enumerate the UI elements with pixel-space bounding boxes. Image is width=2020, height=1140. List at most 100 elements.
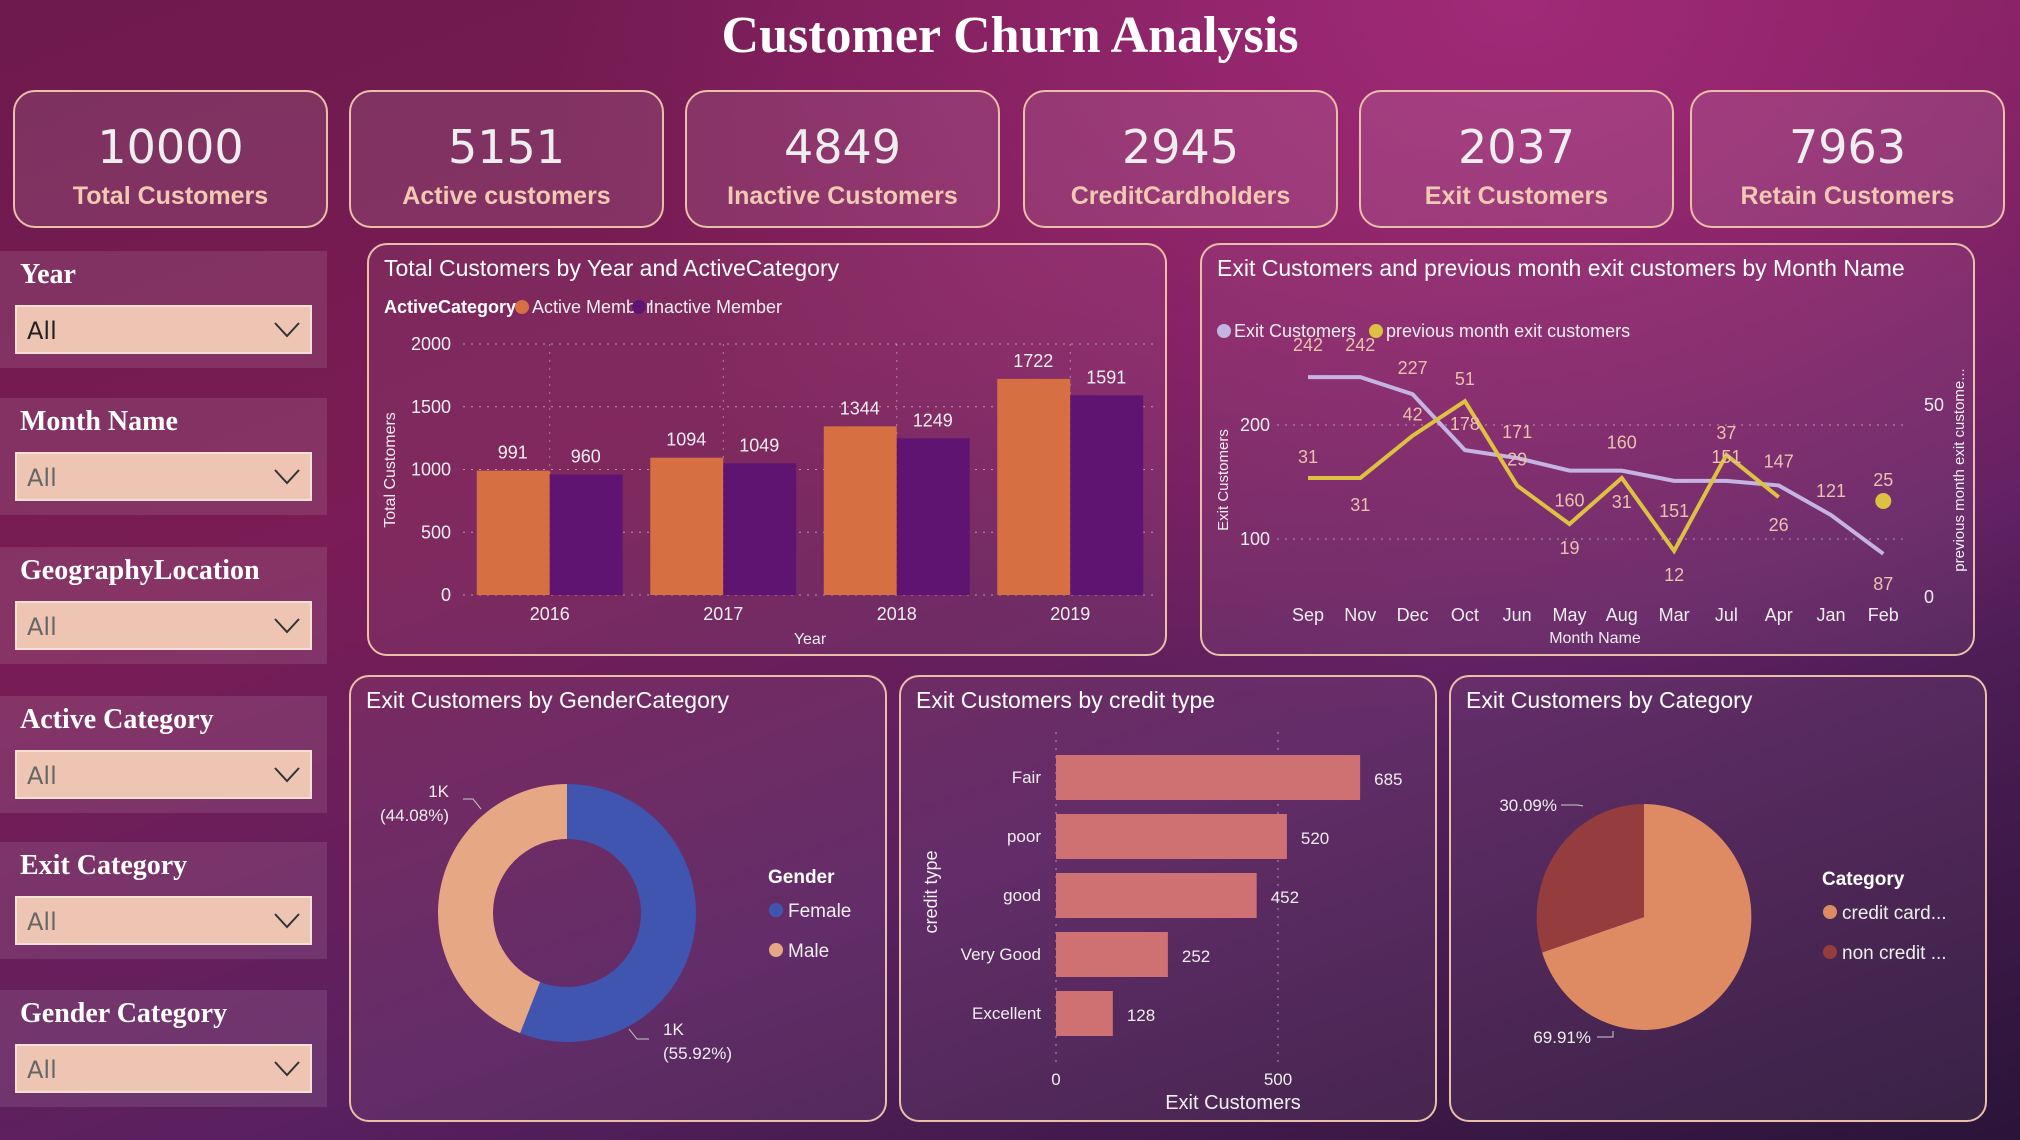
x-tick-label: 2019 xyxy=(1050,604,1090,624)
y-axis-title: Exit Customers xyxy=(1215,429,1232,531)
slicer-dropdown[interactable]: All xyxy=(15,452,312,501)
leader-line xyxy=(628,1028,649,1040)
legend-label: Male xyxy=(788,941,829,962)
chevron-down-icon xyxy=(274,322,300,338)
bar xyxy=(997,378,1071,595)
exit-customers-line xyxy=(1308,375,1885,556)
data-label: 128 xyxy=(1127,1006,1155,1025)
year-activecategory-chart: ActiveCategory Active Member Inactive Memb… xyxy=(367,243,1167,656)
prev-data-label: 51 xyxy=(1455,369,1475,389)
bar xyxy=(1070,395,1144,595)
slice-pct: 30.09% xyxy=(1499,796,1557,815)
kpi-value: 2037 xyxy=(1457,120,1576,174)
exit-data-label: 242 xyxy=(1293,335,1323,355)
legend-marker xyxy=(1823,945,1837,959)
data-label: 520 xyxy=(1301,829,1329,848)
exit-data-label: 87 xyxy=(1873,574,1893,594)
kpi-card: 7963 Retain Customers xyxy=(1690,90,2005,228)
kpi-label: Total Customers xyxy=(72,182,269,210)
y-tick-label: 1000 xyxy=(411,460,451,480)
x-tick-label: Apr xyxy=(1765,605,1793,625)
dropdown-value: All xyxy=(27,762,57,790)
bar xyxy=(1056,814,1287,859)
slicer-title: GeographyLocation xyxy=(20,555,260,586)
bar xyxy=(1056,932,1168,977)
data-label: 1591 xyxy=(1086,367,1126,387)
prev-data-label: 42 xyxy=(1403,405,1423,425)
chart-svg: 0 500 685 Fair 520 poor 452 good 252 Very Good 128… xyxy=(921,732,1403,1114)
kpi-label: Retain Customers xyxy=(1740,182,1955,210)
pie-slice xyxy=(1542,804,1752,1030)
x-tick-label: Aug xyxy=(1606,605,1638,625)
exit-data-label: 171 xyxy=(1502,422,1532,442)
legend-title: ActiveCategory xyxy=(384,297,516,317)
x-tick-label: Dec xyxy=(1397,605,1429,625)
prev-data-label: 37 xyxy=(1716,423,1736,443)
bar xyxy=(723,463,797,595)
data-label: 960 xyxy=(571,447,601,467)
y2-tick-label: 50 xyxy=(1924,395,1944,415)
donut-slice xyxy=(438,784,567,1034)
slicer: Active Category All xyxy=(0,696,327,813)
slicer-dropdown[interactable]: All xyxy=(15,601,312,650)
data-label: 1344 xyxy=(840,398,880,418)
kpi-value: 5151 xyxy=(447,120,566,174)
leader-line xyxy=(463,798,482,810)
slicer-dropdown[interactable]: All xyxy=(15,1044,312,1093)
legend-marker xyxy=(769,903,783,917)
x-tick-label: 0 xyxy=(1051,1070,1060,1089)
x-tick-label: May xyxy=(1552,605,1586,625)
chart-svg: Exit Customers previous month exit custom… xyxy=(1215,321,1968,647)
bar xyxy=(1056,873,1257,918)
slicer-dropdown[interactable]: All xyxy=(15,750,312,799)
y-tick-label: 500 xyxy=(421,522,451,542)
credit-type-bar-chart: 0 500 685 Fair 520 poor 452 good 252 Very Good 128… xyxy=(899,675,1437,1122)
dropdown-value: All xyxy=(27,1056,57,1084)
data-label: 452 xyxy=(1271,888,1299,907)
chevron-down-icon xyxy=(274,1061,300,1077)
slicer: Gender Category All xyxy=(0,990,327,1107)
slicer-title: Exit Category xyxy=(20,850,188,881)
slice-pct: (44.08%) xyxy=(380,806,449,825)
exit-data-label: 160 xyxy=(1554,491,1584,511)
legend-title: Gender xyxy=(768,867,835,888)
chart-svg: 30.09% 69.91% Category credit card... non cr… xyxy=(1499,796,1946,1047)
slicer-dropdown[interactable]: All xyxy=(15,305,312,354)
prev-data-label: 12 xyxy=(1664,565,1684,585)
chevron-down-icon xyxy=(274,469,300,485)
legend-marker xyxy=(769,943,783,957)
slice-label: 1K xyxy=(428,782,449,801)
data-label: 685 xyxy=(1374,770,1402,789)
x-axis-title: Month Name xyxy=(1549,630,1641,647)
x-tick-label: 2018 xyxy=(877,604,917,624)
legend-title: Category xyxy=(1822,869,1905,890)
slicer-title: Active Category xyxy=(20,704,214,735)
leader-line xyxy=(1561,804,1584,807)
slicer-title: Month Name xyxy=(20,406,178,437)
x-tick-label: Jan xyxy=(1816,605,1845,625)
bar xyxy=(650,457,724,595)
prev-data-label: 31 xyxy=(1612,492,1632,512)
x-axis-title: Year xyxy=(794,631,827,648)
data-label: 252 xyxy=(1182,947,1210,966)
prev-data-label: 25 xyxy=(1873,470,1893,490)
y-tick-label: poor xyxy=(1007,827,1041,846)
bar xyxy=(1056,755,1361,800)
chevron-down-icon xyxy=(274,618,300,634)
x-tick-label: 2017 xyxy=(703,604,743,624)
slicer-dropdown[interactable]: All xyxy=(15,896,312,945)
exit-data-label: 151 xyxy=(1711,447,1741,467)
chart-title: Exit Customers and previous month exit c… xyxy=(1217,255,1905,281)
gender-donut-chart: 1K (55.92%) 1K (44.08%) Gender Female Male Exit… xyxy=(349,675,887,1122)
page-title: Customer Churn Analysis xyxy=(721,7,1299,64)
y-tick-label: 200 xyxy=(1240,415,1270,435)
y2-axis-title: previous month exit custome... xyxy=(1951,368,1968,571)
y-axis-title: Total Customers xyxy=(382,412,399,528)
y-tick-label: 2000 xyxy=(411,334,451,354)
kpi-value: 10000 xyxy=(97,120,244,174)
exit-data-label: 160 xyxy=(1607,433,1637,453)
y-axis-title: credit type xyxy=(921,850,941,933)
dropdown-value: All xyxy=(27,908,57,936)
slicer: Month Name All xyxy=(0,398,327,515)
